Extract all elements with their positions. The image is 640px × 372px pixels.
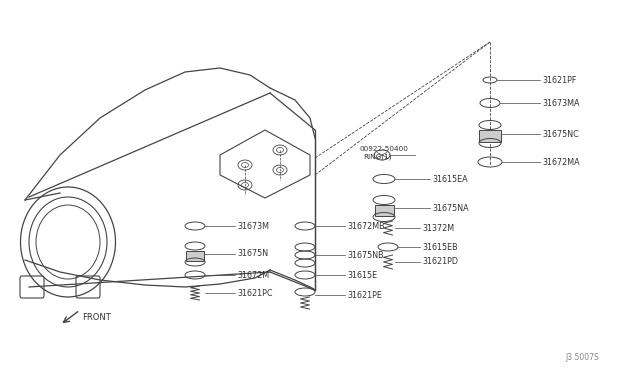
Text: 31673MA: 31673MA bbox=[542, 99, 579, 108]
Bar bbox=[479, 130, 501, 142]
Text: 31621PD: 31621PD bbox=[422, 257, 458, 266]
Text: FRONT: FRONT bbox=[82, 313, 111, 322]
Text: 31673M: 31673M bbox=[237, 221, 269, 231]
Text: 31672MA: 31672MA bbox=[542, 157, 580, 167]
Text: 00922-50400: 00922-50400 bbox=[360, 146, 409, 152]
Text: RING(1): RING(1) bbox=[363, 154, 392, 160]
Text: 31675N: 31675N bbox=[237, 250, 268, 259]
Text: 31621PF: 31621PF bbox=[542, 76, 577, 84]
Text: 31615EA: 31615EA bbox=[432, 174, 468, 183]
Text: 31675NC: 31675NC bbox=[542, 129, 579, 138]
Text: 31672M: 31672M bbox=[237, 270, 269, 279]
Text: 31621PC: 31621PC bbox=[237, 289, 273, 298]
Text: 31615EB: 31615EB bbox=[422, 243, 458, 251]
Bar bbox=[186, 251, 204, 261]
Text: J3 5007S: J3 5007S bbox=[565, 353, 599, 362]
Text: 31675NB: 31675NB bbox=[347, 250, 383, 260]
Text: 31372M: 31372M bbox=[422, 224, 454, 232]
Text: 31675NA: 31675NA bbox=[432, 203, 468, 212]
Text: 31621PE: 31621PE bbox=[347, 291, 382, 299]
Bar bbox=[375, 205, 394, 216]
Text: 31615E: 31615E bbox=[347, 270, 377, 279]
Text: 31672MB: 31672MB bbox=[347, 221, 385, 231]
